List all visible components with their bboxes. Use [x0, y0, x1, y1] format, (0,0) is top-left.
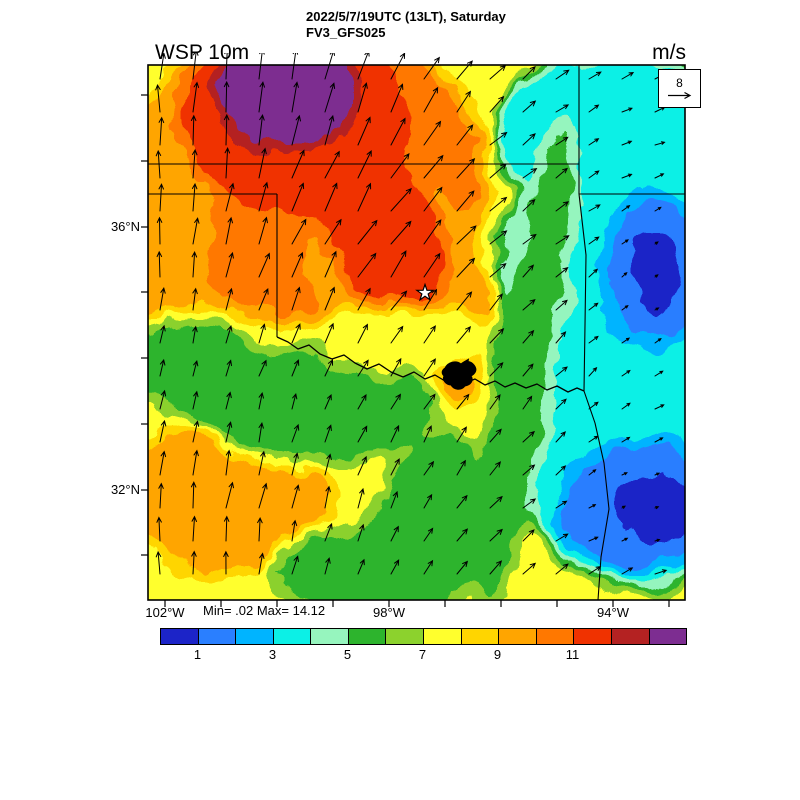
colorbar-segment — [197, 629, 236, 644]
star-marker — [415, 282, 435, 302]
colorbar-segment — [310, 629, 348, 644]
wind-speed-field-layer — [148, 65, 685, 600]
colorbar-segment — [573, 629, 611, 644]
colorbar-tick-label: 3 — [268, 647, 277, 662]
lat-label: 36°N — [110, 219, 140, 234]
state-borders-layer — [148, 65, 685, 601]
colorbar-segment — [535, 629, 574, 644]
colorbar-tick-label: 9 — [493, 647, 502, 662]
colorbar-segment — [161, 629, 198, 644]
colorbar-segment — [648, 629, 687, 644]
colorbar — [160, 628, 687, 645]
lat-label: 32°N — [110, 482, 140, 497]
colorbar-tick-label: 5 — [343, 647, 352, 662]
colorbar-segment — [423, 629, 461, 644]
lon-label: 102°W — [145, 605, 185, 620]
colorbar-tick-label: 11 — [565, 647, 580, 662]
colorbar-segment — [385, 629, 424, 644]
colorbar-segment — [272, 629, 311, 644]
axis-ticks — [141, 94, 670, 607]
minmax-label: Min= .02 Max= 14.12 — [203, 603, 326, 618]
lon-label: 94°W — [597, 605, 629, 620]
map-frame — [147, 64, 686, 601]
reference-vector-box: 8 — [658, 69, 701, 108]
colorbar-segment — [235, 629, 273, 644]
variable-label: WSP 10m — [155, 41, 250, 64]
lake-shape — [441, 361, 477, 390]
units-label: m/s — [652, 41, 686, 64]
reference-vector-value: 8 — [676, 76, 683, 90]
weather-map — [141, 53, 686, 607]
river-line — [276, 336, 585, 393]
colorbar-tick-label: 7 — [418, 647, 427, 662]
lon-label: 98°W — [373, 605, 405, 620]
wind-arrows-layer — [155, 53, 668, 575]
colorbar-segment — [347, 629, 386, 644]
title-datetime: 2022/5/7/19UTC (13LT), Saturday — [306, 9, 506, 24]
colorbar-tick-label: 1 — [193, 647, 202, 662]
title-model: FV3_GFS025 — [306, 25, 386, 40]
colorbar-segment — [460, 629, 499, 644]
reference-vector-arrow-icon — [667, 91, 691, 100]
colorbar-segment — [610, 629, 649, 644]
colorbar-segment — [498, 629, 536, 644]
